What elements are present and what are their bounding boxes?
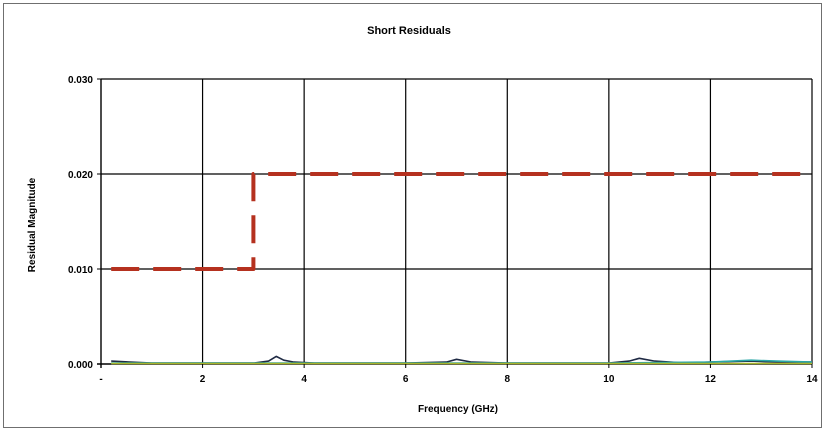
y-tick-label-3: 0.030: [68, 75, 93, 86]
y-axis-title: Residual Magnitude: [27, 177, 38, 272]
chart-frame: Short Residuals 0.000 0.010 0.020 0.030 - 2 4 6…: [3, 3, 822, 428]
series-line-0: [111, 172, 812, 271]
series-layer: [111, 172, 813, 365]
y-tick-label-1: 0.010: [68, 265, 93, 276]
x-tick-label-6: 12: [705, 374, 717, 385]
x-tick-label-2: 4: [301, 374, 307, 385]
x-tick-label-1: 2: [200, 374, 206, 385]
tick-layer: 0.000 0.010 0.020 0.030 - 2 4 6 8 10 12 14: [68, 75, 818, 385]
x-tick-label-0: -: [99, 374, 102, 385]
chart-title: Short Residuals: [367, 25, 451, 37]
y-tick-label-0: 0.000: [68, 360, 93, 371]
x-tick-label-7: 14: [806, 374, 818, 385]
chart-svg: Short Residuals 0.000 0.010 0.020 0.030 - 2 4 6…: [27, 25, 818, 415]
x-tick-label-3: 6: [403, 374, 409, 385]
x-axis-title: Frequency (GHz): [418, 404, 498, 415]
y-tick-label-2: 0.020: [68, 170, 93, 181]
grid-layer: [97, 78, 813, 368]
x-tick-label-4: 8: [505, 374, 511, 385]
x-tick-label-5: 10: [603, 374, 615, 385]
